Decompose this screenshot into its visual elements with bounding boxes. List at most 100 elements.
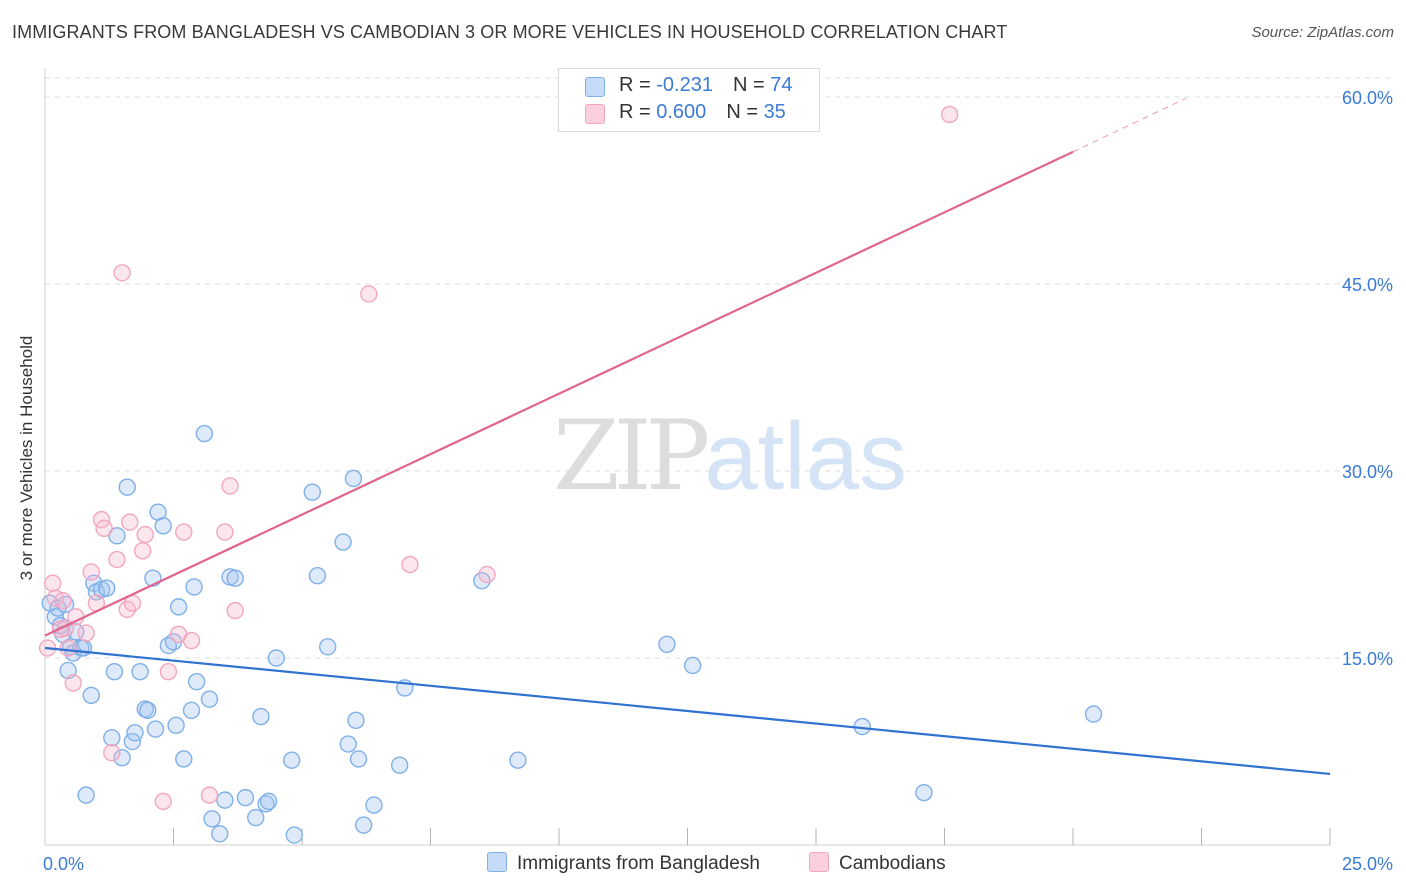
legend-label-cambodians: Cambodians — [839, 853, 946, 874]
data-point — [226, 601, 244, 620]
axes — [44, 68, 1331, 846]
data-point — [390, 756, 409, 774]
data-point — [247, 808, 265, 827]
data-point — [167, 716, 185, 735]
data-point — [216, 523, 234, 541]
data-point — [154, 517, 172, 535]
data-point — [54, 591, 72, 610]
watermark-zip: ZIP — [553, 400, 710, 512]
data-point — [658, 635, 676, 653]
data-point — [303, 483, 321, 501]
trend-line — [44, 646, 1331, 776]
data-point — [349, 750, 368, 768]
chart-source: Source: ZipAtlas.com — [1251, 24, 1394, 41]
data-point — [139, 701, 157, 720]
data-point — [211, 825, 229, 843]
x-tick-label: 0.0% — [43, 854, 84, 874]
data-point — [103, 729, 121, 747]
data-point — [200, 690, 219, 708]
data-point — [121, 513, 139, 531]
data-point — [354, 816, 373, 834]
data-point — [136, 525, 154, 544]
legend-n-label: N = — [726, 101, 764, 123]
data-point — [216, 791, 234, 809]
data-point — [259, 792, 278, 811]
data-point — [108, 550, 126, 569]
data-point — [77, 624, 95, 642]
data-point — [113, 749, 131, 767]
data-point — [59, 639, 77, 657]
data-point — [64, 674, 82, 692]
y-tick-label: 45.0% — [1342, 275, 1393, 295]
legend-n-value: 35 — [763, 101, 786, 123]
y-axis-title: 3 or more Vehicles in Household — [17, 336, 36, 581]
data-point — [347, 711, 365, 730]
data-point — [82, 563, 100, 581]
data-point — [203, 810, 221, 828]
points-cambodians — [38, 105, 959, 811]
data-point — [175, 523, 193, 541]
data-point — [187, 672, 206, 691]
data-point — [267, 649, 285, 667]
data-point — [146, 720, 165, 738]
x-tick-label: 25.0% — [1342, 854, 1393, 874]
legend-swatch-cambodians — [809, 852, 829, 872]
data-point — [360, 285, 378, 303]
trend-lines — [44, 97, 1331, 776]
data-point — [401, 555, 419, 574]
y-tick-label: 60.0% — [1342, 88, 1393, 108]
data-point — [103, 744, 121, 762]
legend-item-bangladesh[interactable]: Immigrants from Bangladesh — [487, 852, 760, 875]
data-point — [226, 569, 244, 587]
trend-line-extension — [1072, 97, 1187, 153]
data-point — [105, 663, 124, 681]
data-point — [74, 639, 93, 657]
data-point — [154, 792, 172, 811]
legend-swatch-bangladesh — [487, 852, 507, 872]
y-tick-label: 30.0% — [1342, 462, 1393, 482]
y-tick-label: 15.0% — [1342, 649, 1393, 669]
series-legend: Immigrants from Bangladesh Cambodians — [0, 850, 1406, 880]
legend-r-value: -0.231 — [656, 74, 713, 96]
data-point — [319, 638, 337, 656]
legend-n-label: N = — [732, 74, 771, 96]
data-point — [118, 478, 136, 496]
legend-r-value: 0.600 — [656, 101, 707, 123]
tick-labels: 15.0% 30.0% 45.0% 60.0% 0.0% 25.0% 3 or more V… — [17, 88, 1393, 874]
data-point — [915, 783, 933, 802]
data-point — [236, 788, 255, 807]
grid-lines — [45, 77, 1392, 659]
data-point — [108, 527, 126, 545]
legend-r-label: R = — [619, 101, 657, 123]
legend-swatch-cambodians — [585, 104, 605, 124]
data-point — [133, 542, 152, 560]
data-point — [169, 598, 188, 616]
legend-item-cambodians[interactable]: Cambodians — [809, 852, 946, 875]
data-point — [131, 663, 149, 681]
data-point — [285, 826, 303, 844]
data-point — [182, 631, 201, 650]
data-point — [113, 264, 131, 282]
data-point — [509, 751, 527, 769]
data-point — [67, 608, 85, 626]
data-point — [185, 578, 203, 596]
data-point — [683, 656, 702, 675]
data-point — [82, 686, 100, 705]
data-point — [365, 796, 383, 814]
data-point — [159, 663, 178, 681]
points-bangladesh — [41, 424, 1103, 844]
data-point — [200, 786, 219, 804]
data-point — [126, 724, 144, 742]
data-point — [334, 533, 352, 551]
trend-line — [44, 150, 1074, 637]
legend-swatch-bangladesh — [585, 77, 605, 97]
data-point — [77, 786, 95, 804]
data-point — [182, 701, 201, 720]
data-point — [344, 469, 363, 488]
data-point — [308, 567, 327, 585]
data-point — [221, 477, 239, 495]
watermark: ZIPatlas — [553, 400, 907, 512]
data-point — [175, 750, 193, 768]
legend-n-value: 74 — [770, 74, 793, 96]
data-point — [252, 707, 270, 726]
